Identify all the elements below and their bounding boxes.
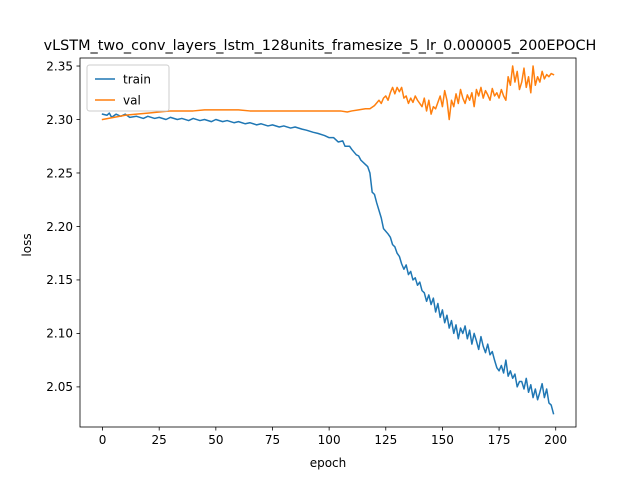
legend-label-train: train xyxy=(123,72,151,86)
y-tick-label: 2.15 xyxy=(46,273,73,287)
series-group xyxy=(101,65,555,415)
x-tick-label: 0 xyxy=(99,433,107,447)
plot-area xyxy=(80,58,576,427)
x-tick-label: 150 xyxy=(431,433,454,447)
x-axis-label: epoch xyxy=(310,456,347,470)
y-tick-label: 2.25 xyxy=(46,166,73,180)
x-tick-label: 125 xyxy=(374,433,397,447)
x-tick-label: 200 xyxy=(544,433,567,447)
x-tick-label: 100 xyxy=(318,433,341,447)
y-tick-label: 2.30 xyxy=(46,113,73,127)
chart-title: vLSTM_two_conv_layers_lstm_128units_fram… xyxy=(44,38,597,54)
y-axis-label: loss xyxy=(20,233,34,256)
y-tick-label: 2.35 xyxy=(46,59,73,73)
series-line-train xyxy=(101,112,555,415)
legend-label-val: val xyxy=(123,93,141,107)
x-tick-label: 75 xyxy=(265,433,280,447)
y-tick-label: 2.10 xyxy=(46,327,73,341)
y-tick-label: 2.05 xyxy=(46,380,73,394)
series-line-val xyxy=(101,65,555,121)
plot-background xyxy=(80,58,576,427)
legend: train val xyxy=(86,64,170,112)
axes-group: 0 25 50 75 100 125 150 175 200 2.05 2.10 2.15 2.20 2.… xyxy=(46,57,577,447)
y-tick-label: 2.20 xyxy=(46,220,73,234)
x-tick-label: 175 xyxy=(488,433,511,447)
x-tick-label: 25 xyxy=(152,433,167,447)
axes-frame xyxy=(79,57,577,428)
x-tick-label: 50 xyxy=(208,433,223,447)
